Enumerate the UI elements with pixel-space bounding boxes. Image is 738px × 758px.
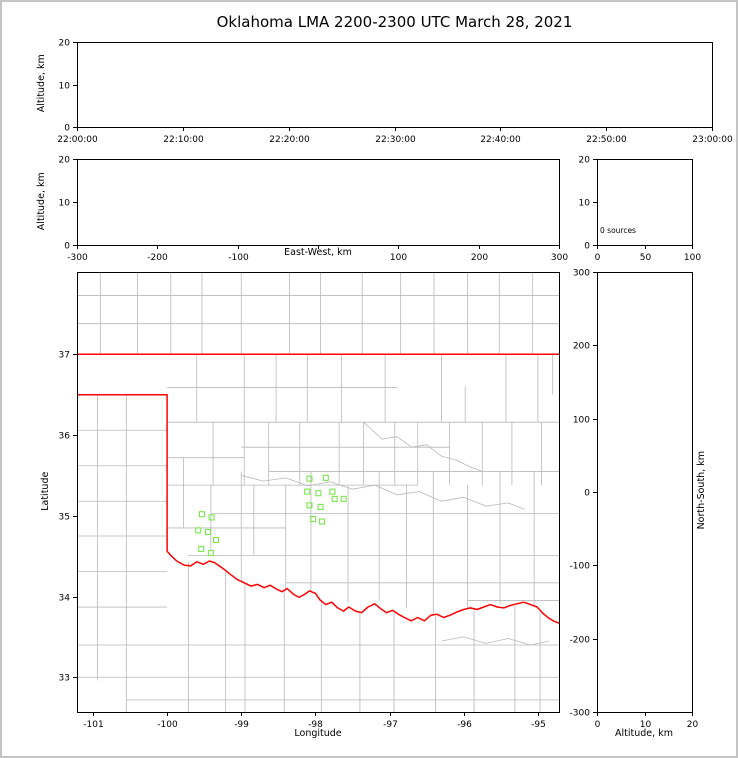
ns-height-panel: 0 10 20 -300 -200 -100 0 100 200 300 — [570, 269, 699, 731]
lma-station-marker — [322, 474, 329, 481]
ns-panel-frame — [597, 272, 693, 713]
y-tick-label: -300 — [570, 709, 591, 719]
x-tick-label: 300 — [551, 253, 568, 263]
y-tick-label: 36 — [59, 432, 71, 442]
y-tick-label: 100 — [573, 416, 590, 426]
x-tick-label: -98 — [308, 720, 323, 730]
altitude-histogram-panel: 0 50 100 0 10 20 — [579, 156, 702, 264]
y-tick-label: 0 — [584, 489, 590, 499]
y-tick-label: 10 — [59, 82, 71, 92]
x-tick-label: -99 — [234, 720, 249, 730]
lma-station-marker — [198, 545, 205, 552]
y-tick-label: 20 — [59, 39, 71, 49]
x-tick-label: 200 — [471, 253, 488, 263]
x-tick-label: 20 — [687, 720, 699, 730]
lma-station-marker — [315, 490, 322, 497]
x-tick-label: 22:20:00 — [269, 135, 310, 145]
map-content — [77, 272, 559, 712]
ew-panel-xlabel: East-West, km — [284, 247, 352, 258]
ew-panel-frame — [77, 159, 560, 246]
lma-station-marker — [310, 515, 317, 523]
lma-station-marker — [340, 495, 347, 502]
y-tick-label: 0 — [64, 124, 70, 134]
hist-panel-frame — [597, 159, 693, 246]
ns-panel-xlabel: Altitude, km — [615, 728, 673, 739]
y-tick-label: 35 — [59, 513, 70, 523]
y-tick-label: -100 — [570, 562, 591, 572]
x-tick-label: -97 — [383, 720, 398, 730]
map-panel-frame — [77, 272, 560, 713]
x-tick-label: 23:00:00 — [692, 135, 733, 145]
y-tick-label: 33 — [59, 674, 70, 684]
x-tick-label: -100 — [157, 720, 178, 730]
lma-station-marker — [204, 528, 211, 536]
state-boundary-line — [77, 393, 559, 624]
x-tick-label: 22:30:00 — [375, 135, 416, 145]
y-tick-label: 37 — [59, 351, 70, 361]
x-tick-label: -200 — [147, 253, 168, 263]
y-tick-label: 20 — [59, 156, 71, 166]
x-tick-label: 22:00:00 — [57, 135, 98, 145]
x-tick-label: -300 — [67, 253, 88, 263]
ew-height-panel: -300 -200 -100 100 200 300 0 10 20 — [59, 156, 569, 264]
y-tick-label: 300 — [573, 269, 590, 279]
x-tick-label: -95 — [531, 720, 546, 730]
lma-station-marker — [317, 503, 324, 510]
lma-station-marker — [319, 518, 326, 525]
y-tick-label: 0 — [584, 242, 590, 252]
lma-station-marker — [331, 495, 338, 502]
x-tick-label: 100 — [684, 253, 701, 263]
lma-station-marker — [306, 475, 313, 482]
lma-station-marker — [306, 502, 313, 509]
x-tick-label: -100 — [228, 253, 249, 263]
histogram-annotation: 0 sources — [600, 226, 636, 235]
x-tick-label: -96 — [457, 720, 472, 730]
x-tick-label: 0 — [595, 720, 601, 730]
lma-station-marker — [198, 511, 205, 518]
lma-station-marker — [212, 536, 220, 544]
time-height-panel: 22:00:00 22:10:00 22:20:00 22:30:00 22:40:00… — [57, 39, 733, 146]
lma-station-marker — [195, 527, 202, 534]
x-tick-label: 22:10:00 — [163, 135, 204, 145]
county-river-line — [241, 475, 525, 510]
x-tick-label: 50 — [640, 253, 652, 263]
x-tick-label: 0 — [595, 253, 601, 263]
y-tick-label: 10 — [579, 199, 591, 209]
x-tick-label: 22:50:00 — [586, 135, 627, 145]
x-tick-label: 100 — [390, 253, 407, 263]
x-tick-label: 10 — [640, 720, 652, 730]
lma-station-marker — [329, 488, 336, 495]
map-panel: -101 -100 -99 -98 -97 -96 -95 33 34 35 36 37 — [59, 351, 546, 731]
x-tick-label: 22:40:00 — [480, 135, 521, 145]
figure-title: Oklahoma LMA 2200-2300 UTC March 28, 202… — [216, 13, 573, 31]
lma-station-marker — [208, 514, 215, 521]
time-panel-frame — [77, 42, 713, 128]
y-tick-label: 10 — [59, 199, 71, 209]
y-tick-label: 20 — [579, 156, 591, 166]
lma-station-marker — [207, 549, 214, 557]
county-river-line — [441, 636, 550, 646]
lma-station-marker — [304, 488, 311, 495]
map-xlabel: Longitude — [294, 728, 342, 739]
x-tick-label: -101 — [83, 720, 103, 730]
y-tick-label: 0 — [64, 242, 70, 252]
y-tick-label: -200 — [570, 636, 591, 646]
y-tick-label: 34 — [59, 594, 71, 604]
y-tick-label: 200 — [573, 342, 590, 352]
county-river-line — [363, 421, 483, 472]
